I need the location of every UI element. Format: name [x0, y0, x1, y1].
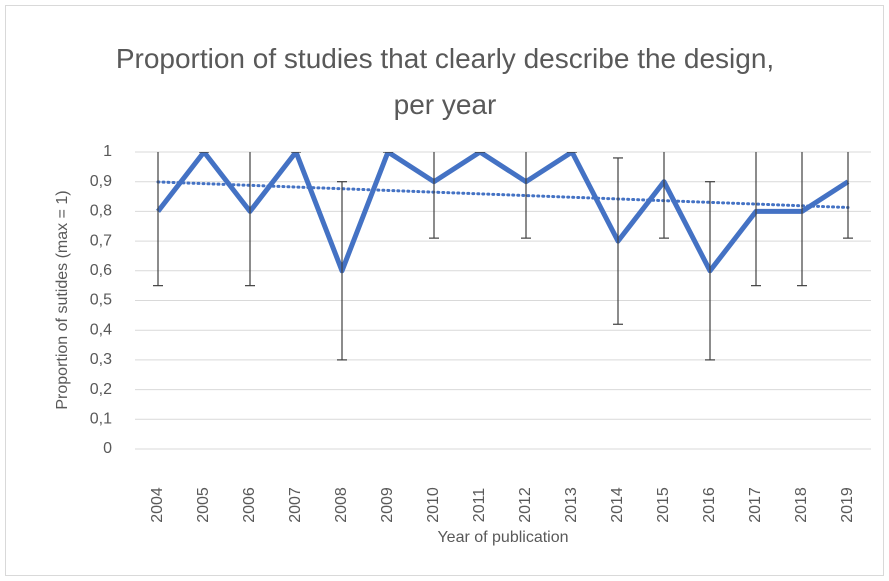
x-tick-label: 2010	[425, 487, 442, 523]
x-tick-label: 2012	[517, 487, 534, 523]
y-tick-label: 0,3	[90, 351, 112, 368]
error-bar	[751, 152, 761, 287]
chart-title: Proportion of studies that clearly descr…	[115, 43, 775, 120]
y-tick-label: 0	[103, 440, 112, 457]
x-axis-label: Year of publication	[437, 529, 568, 546]
x-tick-label: 2005	[195, 487, 212, 523]
x-tick-label: 2019	[839, 487, 856, 523]
y-tick-label: 0,9	[90, 173, 112, 190]
x-tick-label: 2014	[609, 487, 626, 523]
x-tick-label: 2013	[563, 487, 580, 523]
x-tick-label: 2018	[793, 487, 810, 523]
x-tick-label: 2004	[149, 487, 166, 523]
error-bar	[705, 181, 715, 361]
y-tick-label: 1	[103, 143, 112, 160]
error-bar	[521, 152, 531, 239]
x-tick-label: 2008	[333, 487, 350, 523]
y-axis-label: Proportion of sutides (max = 1)	[54, 190, 71, 409]
x-tick-label: 2009	[379, 487, 396, 523]
error-bar	[429, 152, 439, 239]
y-tick-label: 0,8	[90, 203, 112, 220]
y-tick-label: 0,7	[90, 232, 112, 249]
error-bar	[337, 181, 347, 361]
data-line	[156, 152, 850, 274]
x-tick-label: 2016	[701, 487, 718, 523]
error-bar	[797, 152, 807, 287]
chart-border	[5, 5, 884, 576]
y-tick-label: 0,6	[90, 262, 112, 279]
x-tick-label: 2015	[655, 487, 672, 523]
x-tick-label: 2007	[287, 487, 304, 523]
error-bar	[153, 152, 163, 287]
y-tick-label: 0,1	[90, 411, 112, 428]
error-bar	[245, 152, 255, 287]
plot-area	[153, 152, 853, 361]
x-tick-label: 2017	[747, 487, 764, 523]
error-bar	[613, 157, 623, 325]
y-tick-label: 0,2	[90, 381, 112, 398]
x-tick-label: 2006	[241, 487, 258, 523]
y-tick-label: 0,5	[90, 292, 112, 309]
y-tick-label: 0,4	[90, 321, 112, 338]
error-bar	[659, 152, 669, 239]
x-tick-label: 2011	[471, 488, 488, 523]
error-bar	[843, 152, 853, 239]
trendline	[156, 180, 850, 209]
